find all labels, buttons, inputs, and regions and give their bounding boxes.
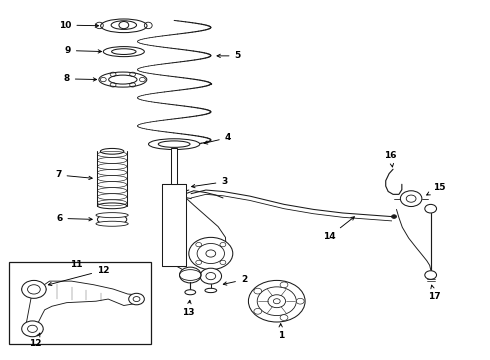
Text: 12: 12 [49,266,110,285]
Text: 12: 12 [28,333,41,348]
Circle shape [200,268,221,284]
Text: 8: 8 [64,75,97,84]
Circle shape [189,237,233,270]
Ellipse shape [99,72,147,87]
Circle shape [254,309,262,314]
Circle shape [392,215,396,219]
Ellipse shape [111,21,137,30]
Text: 9: 9 [65,46,101,55]
Text: 17: 17 [428,285,441,301]
Ellipse shape [109,75,137,84]
Ellipse shape [98,214,127,225]
Circle shape [248,280,305,322]
Text: 3: 3 [192,177,227,188]
Text: 7: 7 [55,171,92,180]
Circle shape [400,191,422,207]
Text: 14: 14 [323,217,354,241]
Circle shape [425,271,437,279]
Ellipse shape [205,288,217,293]
Bar [171,148,177,184]
Ellipse shape [22,285,46,293]
Ellipse shape [112,49,136,54]
Text: 5: 5 [217,51,241,60]
Text: 10: 10 [59,21,98,30]
Text: 6: 6 [56,214,92,223]
Circle shape [273,299,280,304]
Circle shape [129,293,145,305]
Circle shape [179,267,201,283]
Circle shape [280,282,288,288]
Ellipse shape [96,221,128,226]
Text: 13: 13 [182,300,195,317]
Circle shape [254,288,262,294]
Circle shape [280,315,288,320]
Text: 16: 16 [384,151,397,167]
Circle shape [22,321,43,337]
Text: 11: 11 [70,261,83,270]
Ellipse shape [103,46,145,57]
Ellipse shape [100,19,147,33]
Text: 2: 2 [223,275,247,285]
Ellipse shape [185,290,196,295]
Circle shape [22,280,46,298]
Text: 15: 15 [427,183,446,195]
Text: 1: 1 [277,324,284,340]
Bar [162,184,186,266]
Bar [9,262,151,344]
Circle shape [119,22,129,29]
Ellipse shape [148,139,200,149]
Text: 4: 4 [204,133,231,144]
Ellipse shape [158,141,190,147]
Ellipse shape [96,213,128,218]
Circle shape [425,204,437,213]
Circle shape [296,298,304,304]
